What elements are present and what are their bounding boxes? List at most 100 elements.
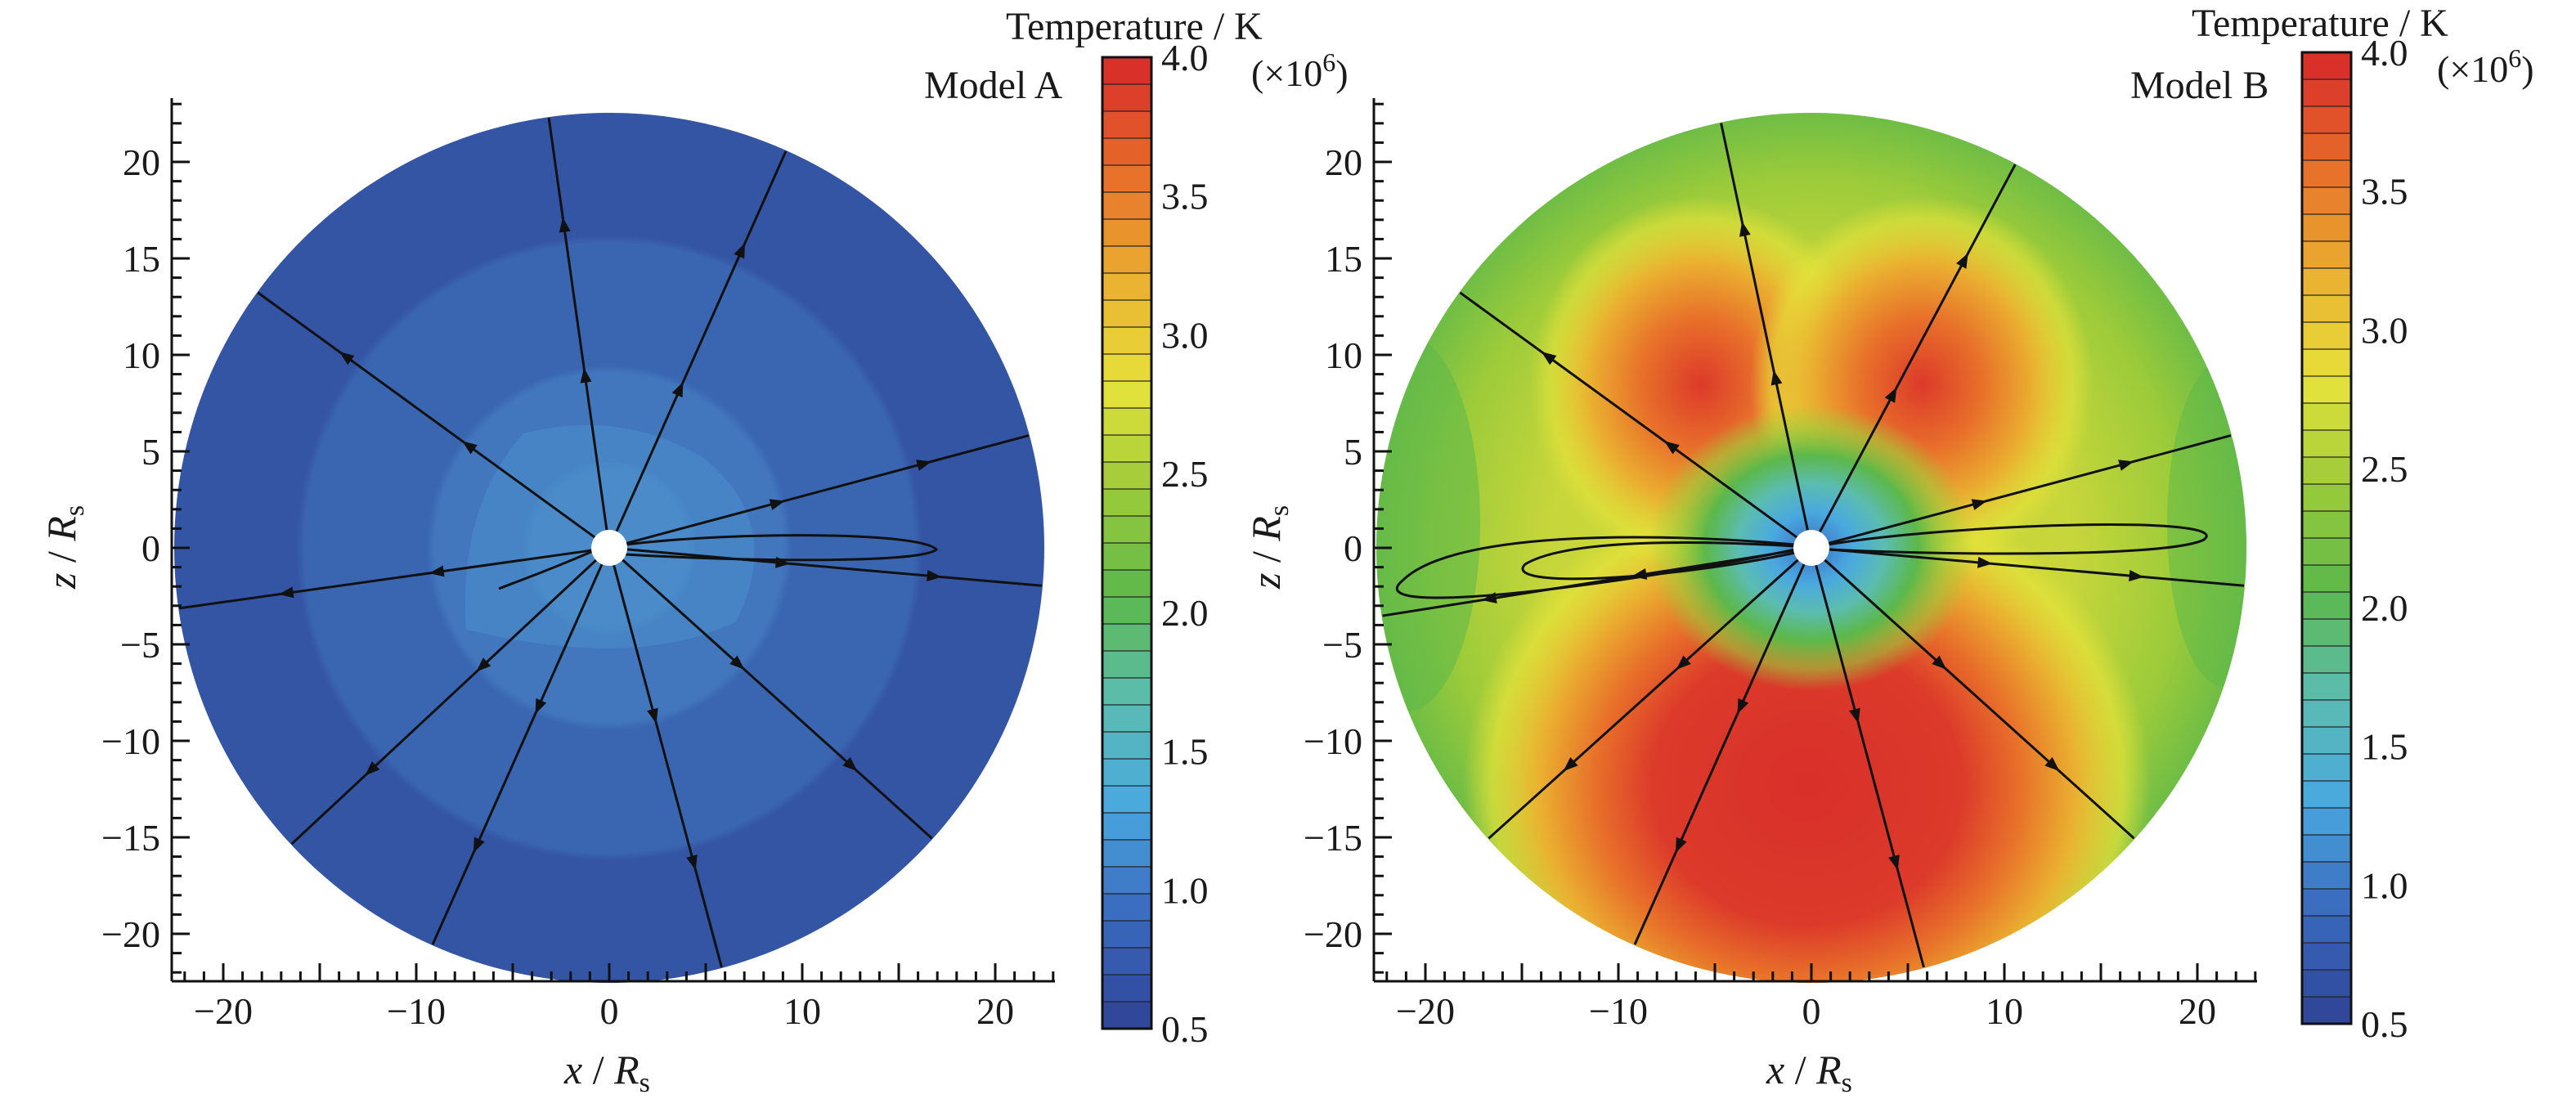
x-tick-label: −10	[387, 990, 446, 1032]
temperature-field-b	[1376, 113, 2246, 983]
colorbar-tick-label: 3.0	[2361, 309, 2408, 351]
x-tick-label: −10	[1589, 990, 1648, 1032]
y-tick-label: −5	[1322, 624, 1362, 666]
colorbar-swatch	[2301, 375, 2352, 405]
colorbar-swatch	[2301, 726, 2352, 756]
sun-disk-b	[1793, 530, 1829, 566]
field-lines-a	[178, 117, 1043, 968]
colorbar-swatch	[2301, 942, 2352, 971]
field-arrow	[339, 352, 355, 366]
field-line	[1829, 548, 2245, 587]
field-arrow	[462, 441, 478, 455]
colorbar-swatch	[1102, 56, 1152, 86]
colorbar-swatch	[2301, 267, 2352, 297]
colorbar-swatch	[1102, 596, 1152, 626]
y-tick-label: 0	[141, 527, 160, 569]
colorbar-tick-label: 1.0	[1161, 869, 1209, 911]
colorbar-frame	[1101, 56, 1153, 1030]
colorbar-tick-label: 1.5	[2361, 726, 2408, 768]
colorbar-swatch	[1102, 272, 1152, 302]
x-tick-label: 0	[600, 990, 619, 1032]
colorbar-swatch	[2301, 132, 2352, 162]
colorbar-swatch	[2301, 699, 2352, 729]
field-line	[1488, 558, 1799, 840]
y-axis-title-b: z / Rs	[1243, 505, 1295, 590]
y-tick-label: −20	[1304, 913, 1362, 955]
field-arrow	[1675, 837, 1687, 853]
colorbar-swatch	[2301, 834, 2352, 864]
y-tick-label: 10	[1325, 334, 1362, 376]
y-tick-label: 5	[1344, 431, 1362, 473]
colorbar-swatch	[1102, 461, 1152, 491]
colorbar-swatch	[1102, 191, 1152, 221]
axes-b: −20 −10 0 10 20 −20 −15 −10 −5 0 5 10 15 20	[1304, 98, 2257, 1032]
colorbar-swatch	[1102, 83, 1152, 113]
colorbar-swatch	[2301, 915, 2352, 944]
colorbar-tick-label: 4.0	[1161, 37, 1209, 78]
field-arrow	[2129, 570, 2144, 581]
field-arrow	[1849, 707, 1860, 724]
field-arrow	[2044, 756, 2060, 772]
colorbar-swatch	[1102, 407, 1152, 437]
y-tick-label: 10	[123, 334, 160, 376]
colorbar-swatch	[2301, 888, 2352, 917]
colorbar-tick-label: 2.0	[2361, 587, 2408, 629]
colorbar-swatch	[2301, 213, 2352, 243]
y-tick-label: 20	[1325, 141, 1362, 183]
colorbar-a-title: Temperature / K	[1006, 5, 1263, 48]
field-arrow	[1739, 221, 1751, 237]
colorbar-frame	[2300, 51, 2353, 1025]
model-a-label: Model A	[924, 64, 1063, 107]
x-tick-label: 20	[976, 990, 1014, 1032]
y-tick-label: −5	[120, 624, 160, 666]
field-arrow	[734, 243, 746, 259]
field-arrow	[278, 586, 294, 599]
field-line	[290, 558, 597, 846]
field-lines-b	[1382, 123, 2245, 968]
colorbar-swatch	[2301, 537, 2352, 567]
closed-loop	[498, 550, 594, 590]
field-arrow	[535, 698, 547, 715]
field-line	[1828, 434, 2232, 545]
colorbar-swatch	[2301, 52, 2352, 81]
colorbar-swatch	[1102, 731, 1152, 760]
colorbar-swatch	[1102, 299, 1152, 329]
colorbar-swatch	[2301, 321, 2352, 351]
field-line	[1815, 564, 1925, 968]
field-arrow	[1664, 441, 1680, 455]
colorbar-swatch	[1102, 137, 1152, 167]
y-tick-label: −15	[101, 817, 160, 859]
x-tick-label: 0	[1802, 990, 1821, 1032]
colorbar-swatch	[1102, 542, 1152, 572]
colorbar-tick-label: 3.0	[1161, 314, 1209, 356]
field-arrow	[671, 381, 684, 398]
sun-disk-a	[591, 530, 627, 566]
colorbar-swatch	[2301, 645, 2352, 675]
field-arrow	[1932, 655, 1947, 670]
axes-a: −20 −10 0 10 20 −20 −15 −10 −5 0 5 10 15 20	[101, 98, 1055, 1032]
colorbar-swatch	[1102, 569, 1152, 599]
colorbar-swatch	[2301, 672, 2352, 702]
x-tick-label: 10	[783, 990, 821, 1032]
field-arrow	[1541, 352, 1557, 366]
field-arrow	[1977, 556, 1993, 568]
field-line	[613, 564, 723, 968]
colorbar-b-title: Temperature / K	[2192, 2, 2448, 45]
field-line	[547, 117, 608, 531]
model-b-label: Model B	[2130, 64, 2269, 107]
field-arrow	[559, 217, 571, 233]
colorbar-swatch	[2301, 105, 2352, 135]
colorbar-swatch	[1102, 650, 1152, 680]
x-axis-title-a: x / Rs	[563, 1047, 650, 1098]
x-tick-label: 20	[2179, 990, 2216, 1032]
field-arrow	[1737, 698, 1749, 715]
colorbar-swatch	[1102, 488, 1152, 518]
colorbar-swatch	[2301, 294, 2352, 324]
colorbar-swatch	[1102, 218, 1152, 248]
field-arrow	[476, 657, 491, 672]
x-tick-label: −20	[194, 990, 253, 1032]
field-arrow	[1770, 370, 1783, 386]
colorbar-swatch	[1102, 245, 1152, 275]
colorbar-swatch	[2301, 186, 2352, 216]
